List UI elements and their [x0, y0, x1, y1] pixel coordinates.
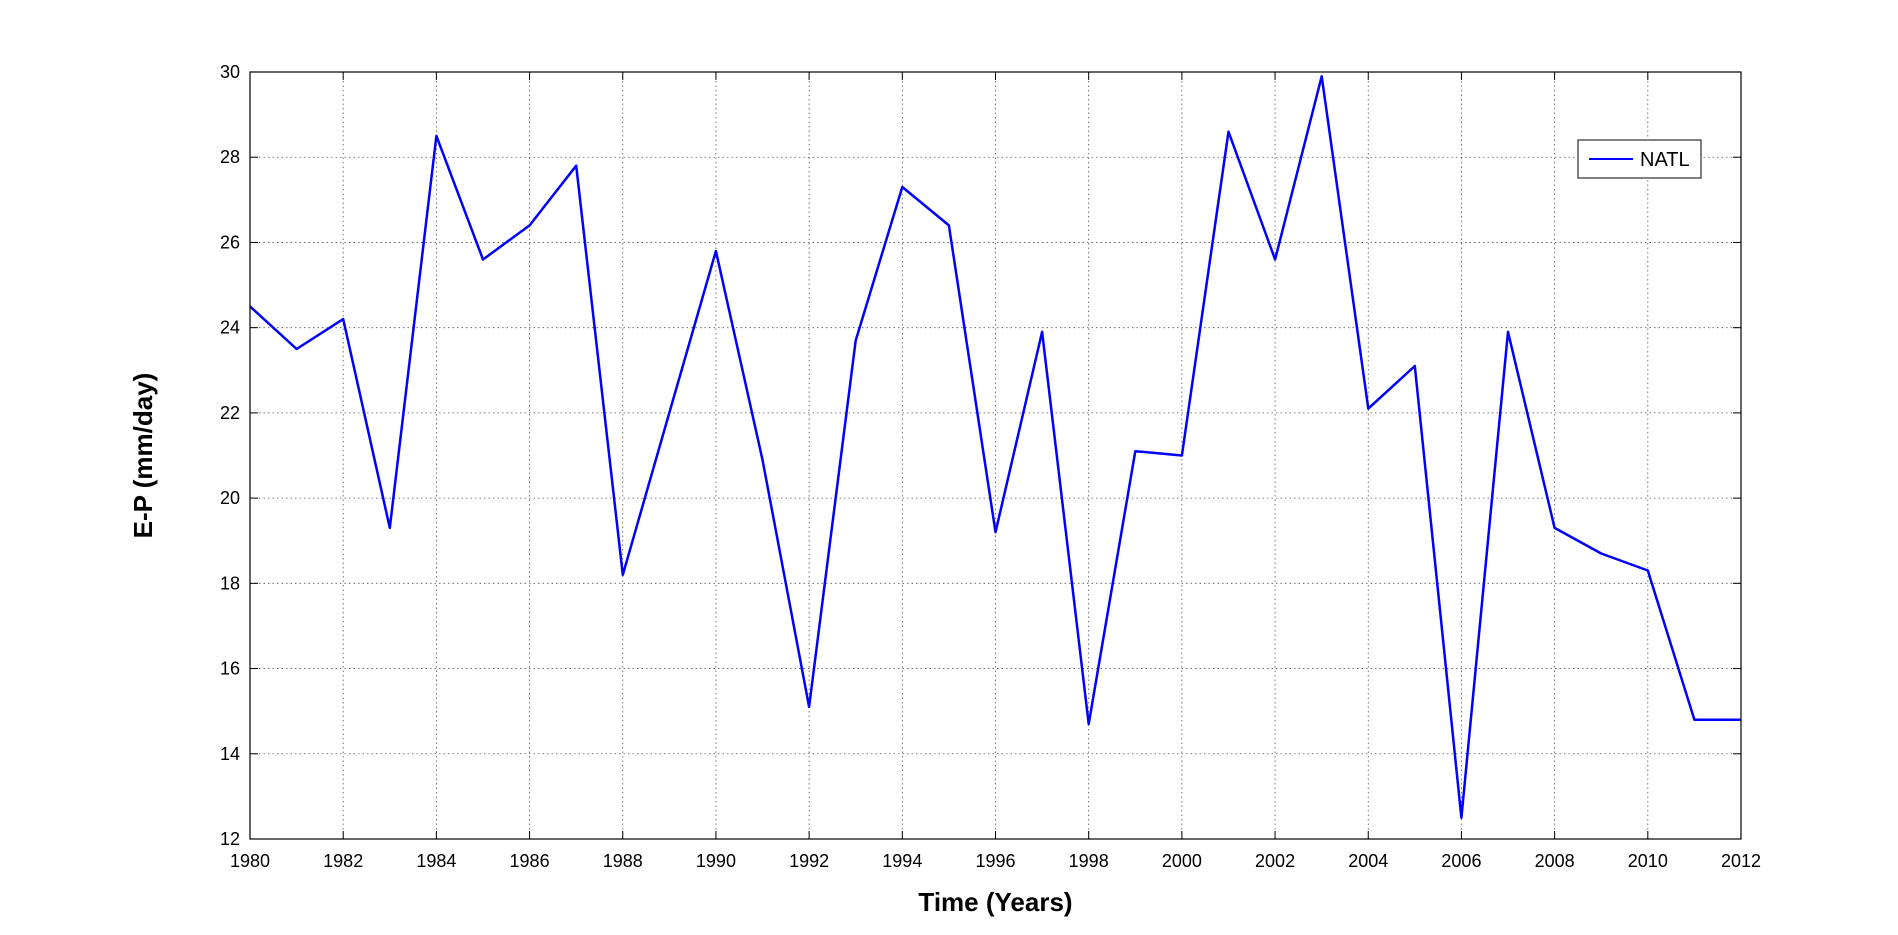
x-tick-label-1998: 1998 [1069, 851, 1109, 871]
x-axis-title: Time (Years) [918, 887, 1072, 917]
x-tick-label-2008: 2008 [1535, 851, 1575, 871]
series-line-natl [249, 75, 1741, 819]
y-tick-label-28: 28 [220, 147, 240, 167]
grid [250, 72, 1741, 839]
x-tick-label-1996: 1996 [975, 851, 1015, 871]
legend: NATL [1577, 139, 1702, 179]
x-tick-label-1992: 1992 [789, 851, 829, 871]
x-tick-label-2002: 2002 [1255, 851, 1295, 871]
x-tick-label-1986: 1986 [510, 851, 550, 871]
x-tick-label-1990: 1990 [696, 851, 736, 871]
series-layer [249, 75, 1741, 819]
y-tick-label-24: 24 [220, 318, 240, 338]
x-tick-label-1988: 1988 [603, 851, 643, 871]
y-tick-label-18: 18 [220, 573, 240, 593]
y-tick-label-12: 12 [220, 829, 240, 849]
x-tick-label-2012: 2012 [1721, 851, 1761, 871]
y-tick-label-20: 20 [220, 488, 240, 508]
legend-label-natl: NATL [1640, 149, 1690, 171]
axis-ticks: 1980 1982 1984 1986 1988 1990 1992 1994 1996 1998… [220, 62, 1761, 871]
x-tick-label-1984: 1984 [416, 851, 456, 871]
y-tick-label-26: 26 [220, 232, 240, 252]
x-tick-label-1980: 1980 [230, 851, 270, 871]
y-tick-label-22: 22 [220, 403, 240, 423]
y-tick-label-16: 16 [220, 659, 240, 679]
x-tick-label-1982: 1982 [323, 851, 363, 871]
x-tick-label-2004: 2004 [1348, 851, 1388, 871]
x-tick-label-2000: 2000 [1162, 851, 1202, 871]
x-tick-label-2010: 2010 [1628, 851, 1668, 871]
x-tick-label-1994: 1994 [882, 851, 922, 871]
x-tick-label-2006: 2006 [1441, 851, 1481, 871]
y-axis-title: E-P (mm/day) [128, 373, 158, 539]
y-tick-label-30: 30 [220, 62, 240, 82]
y-tick-label-14: 14 [220, 744, 240, 764]
